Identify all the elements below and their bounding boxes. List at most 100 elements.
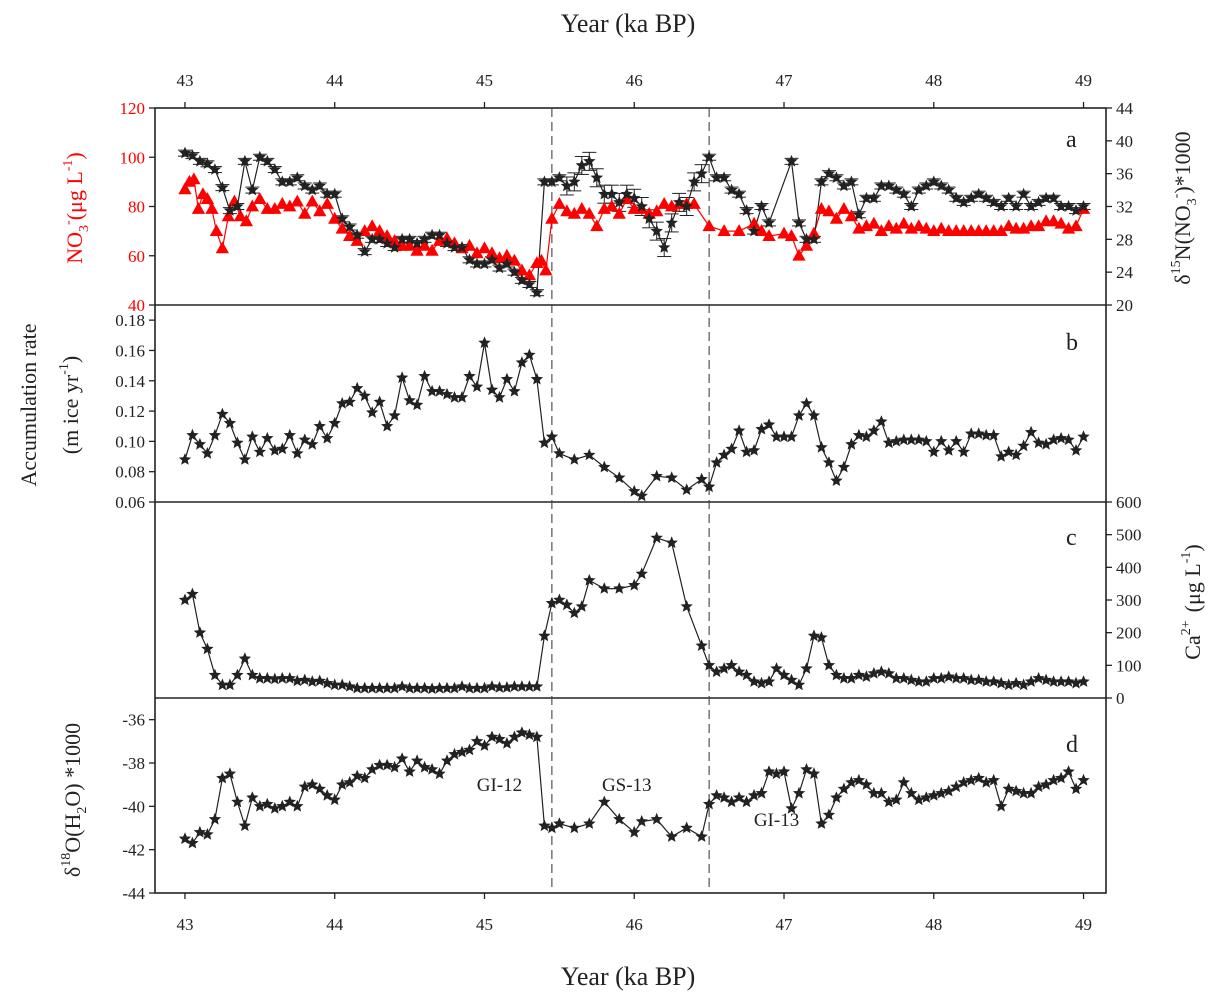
accumulation-star-marker <box>1032 436 1045 449</box>
no3-triangle-marker <box>178 182 192 195</box>
d15n-star-marker <box>995 200 1008 212</box>
accumulation-star-marker <box>351 381 364 394</box>
d18o-star-marker <box>987 773 1000 786</box>
no3-triangle-marker <box>934 221 948 234</box>
no3-triangle-marker <box>305 194 319 207</box>
no3-triangle-marker <box>747 216 761 229</box>
no3-triangle-marker <box>919 221 933 234</box>
no3-triangle-marker <box>462 238 477 251</box>
accumulation-star-marker <box>762 418 776 430</box>
accumulation-star-marker <box>777 430 791 443</box>
bottom-x-tick-label: 48 <box>925 915 942 934</box>
ca-star-marker <box>388 681 401 694</box>
ca-star-marker <box>208 668 222 681</box>
d18o-star-marker <box>410 754 424 767</box>
d15n-star-marker <box>321 187 334 200</box>
no3-triangle-marker <box>233 209 247 222</box>
no3-triangle-marker <box>590 219 604 232</box>
d18o-star-marker <box>381 758 394 771</box>
d18o-star-marker <box>583 817 596 829</box>
ca-axis-tick-label: 500 <box>1116 526 1142 545</box>
ca-star-marker <box>785 673 798 686</box>
top-x-tick-label: 46 <box>626 71 643 90</box>
ca-star-marker <box>553 593 566 606</box>
accumulation-star-marker <box>1062 433 1075 446</box>
d18o-star-marker <box>680 821 693 834</box>
d15n-star-marker <box>246 183 259 196</box>
ca-star-marker <box>343 680 356 692</box>
d18o-star-marker <box>193 825 207 838</box>
d15n-star-marker <box>448 241 461 253</box>
d15n-star-marker <box>1024 200 1038 212</box>
accumulation-star-marker <box>965 427 978 440</box>
d18o-star-marker <box>553 817 566 829</box>
ca-star-marker <box>762 675 776 687</box>
ca-star-marker <box>777 668 791 681</box>
d15n-star-marker <box>560 179 573 192</box>
accumulation-star-marker <box>216 407 229 420</box>
accumulation-star-marker <box>995 450 1008 462</box>
no3-triangle-marker <box>283 199 297 212</box>
ca-star-marker <box>178 593 192 606</box>
d18o-star-marker <box>912 793 925 806</box>
accumulation-star-marker <box>800 397 813 409</box>
d15n-star-marker <box>807 232 821 245</box>
d18o-star-marker <box>298 780 311 793</box>
d18o-star-marker <box>568 821 581 834</box>
ca-star-marker <box>1010 676 1023 689</box>
accumulation-star-marker <box>530 372 544 385</box>
d18o-star-marker <box>665 830 678 842</box>
d18o-star-marker <box>860 778 873 790</box>
no3-triangle-marker <box>350 234 364 246</box>
accumulation-star-marker <box>695 472 708 485</box>
d15n-star-marker <box>418 232 431 245</box>
no3-triangle-marker <box>239 214 253 227</box>
accumulation-star-marker <box>710 456 723 468</box>
accumulation-star-marker <box>178 453 192 465</box>
accumulation-star-marker <box>882 436 895 449</box>
plot-frame <box>154 107 1107 894</box>
no3-triangle-marker <box>807 226 821 239</box>
no3-triangle-marker <box>822 204 836 217</box>
ca-star-marker <box>575 600 588 612</box>
ca-axis-title: Ca2+(μg L-1) <box>1179 544 1205 659</box>
no3-triangle-marker <box>1002 219 1016 232</box>
accumulation-star-marker <box>1077 430 1090 443</box>
d15n-star-marker <box>433 228 446 241</box>
d18o-star-marker <box>1024 786 1038 799</box>
no3-triangle-marker <box>582 206 596 219</box>
ca-star-marker <box>455 680 469 692</box>
d15n-star-marker <box>366 232 379 245</box>
ca-star-marker <box>298 673 311 686</box>
d18o-star-marker <box>995 799 1008 812</box>
d15n-star-marker <box>785 154 798 167</box>
d15n-star-marker <box>740 204 753 216</box>
no3-triangle-marker <box>567 206 581 219</box>
no3-triangle-marker <box>335 221 349 234</box>
accumulation-star-marker <box>875 415 888 427</box>
d18o-star-marker <box>455 745 469 758</box>
d18o-star-marker <box>628 825 641 838</box>
ca-star-marker <box>425 682 439 695</box>
ca-star-marker <box>740 668 753 681</box>
d15n-star-marker <box>538 175 551 188</box>
d18o-star-marker <box>208 812 222 825</box>
no3-triangle-marker <box>328 211 342 224</box>
accumulation-star-marker <box>957 445 970 458</box>
accumulation-star-marker <box>193 437 207 450</box>
d15n-star-marker <box>957 195 970 208</box>
d18o-star-marker <box>1062 765 1075 777</box>
ca-star-marker <box>366 681 379 694</box>
accumulation-star-marker <box>583 448 596 461</box>
d15n-star-marker <box>545 175 559 188</box>
ca-star-marker <box>987 675 1000 687</box>
accumulation-star-marker <box>732 424 746 436</box>
d15n-star-marker <box>897 187 910 200</box>
ca-star-marker <box>710 665 723 678</box>
no3-triangle-marker <box>343 229 357 241</box>
accumulation-star-marker <box>403 394 416 406</box>
ca-star-marker <box>702 658 716 671</box>
accumulation-star-marker <box>283 428 296 441</box>
d15n-star-marker <box>283 175 296 188</box>
accumulation-star-marker <box>905 433 918 446</box>
